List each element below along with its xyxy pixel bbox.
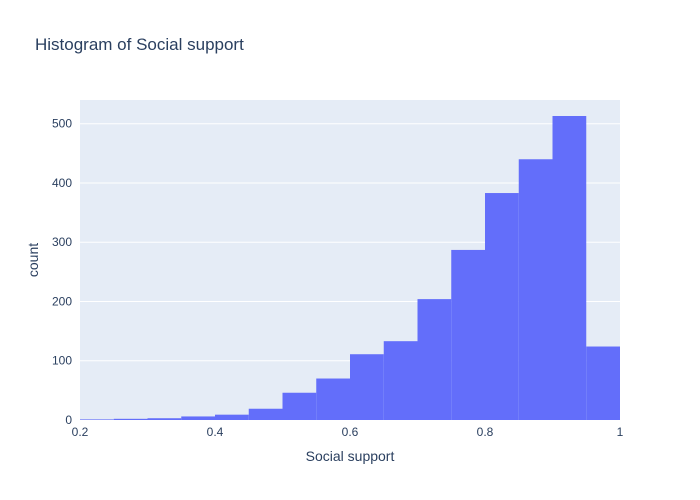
histogram-bar[interactable]	[350, 354, 384, 420]
histogram-bars	[80, 116, 620, 420]
histogram-bar[interactable]	[417, 299, 452, 420]
x-tick-label: 0.8	[477, 425, 494, 439]
histogram-bar[interactable]	[316, 378, 350, 420]
y-axis-ticks: 0 100 200 300 400 500	[52, 117, 72, 427]
histogram-bar[interactable]	[586, 346, 620, 420]
y-tick-label: 400	[52, 176, 72, 190]
x-axis-title: Social support	[306, 448, 395, 464]
histogram-bar[interactable]	[518, 159, 553, 420]
x-tick-label: 0.6	[342, 425, 359, 439]
y-tick-label: 0	[65, 413, 72, 427]
histogram-bar[interactable]	[282, 392, 317, 420]
x-tick-label: 1	[617, 425, 624, 439]
histogram-bar[interactable]	[147, 418, 182, 420]
histogram-bar[interactable]	[485, 193, 519, 420]
y-tick-label: 300	[52, 235, 72, 249]
histogram-bar[interactable]	[451, 249, 485, 420]
x-tick-label: 0.2	[72, 425, 89, 439]
histogram-bar[interactable]	[80, 419, 114, 420]
histogram-bar[interactable]	[113, 418, 148, 420]
histogram-bar[interactable]	[552, 116, 587, 420]
chart-title: Histogram of Social support	[35, 35, 244, 54]
y-tick-label: 500	[52, 117, 72, 131]
histogram-bar[interactable]	[215, 414, 249, 420]
y-tick-label: 100	[52, 354, 72, 368]
histogram-bar[interactable]	[248, 408, 283, 420]
histogram-bar[interactable]	[383, 341, 418, 420]
x-tick-label: 0.4	[207, 425, 224, 439]
histogram-bar[interactable]	[181, 416, 215, 420]
y-tick-label: 200	[52, 294, 72, 308]
y-axis-title: count	[25, 243, 41, 277]
x-axis-ticks: 0.2 0.4 0.6 0.8 1	[72, 425, 624, 439]
